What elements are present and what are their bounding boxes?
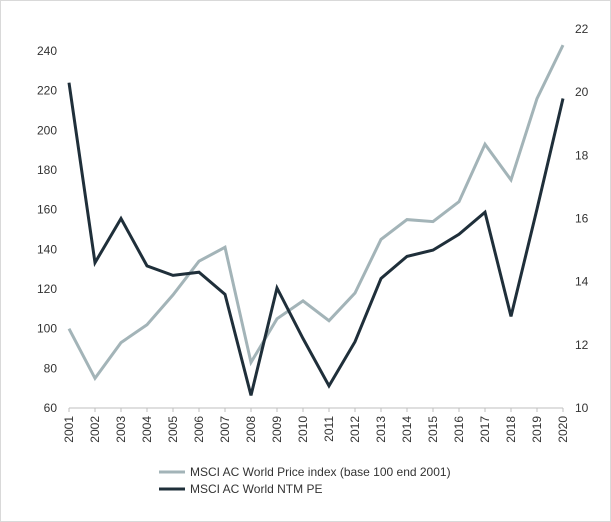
left-axis: 60 80 100 120 140 160 180 200 220 240 [37, 44, 57, 415]
left-tick-label: 100 [37, 322, 57, 336]
left-tick-label: 140 [37, 242, 57, 256]
x-tick-label: 2010 [296, 416, 310, 443]
legend-label-1: MSCI AC World Price index (base 100 end … [190, 465, 451, 479]
x-tick-label: 2009 [270, 416, 284, 443]
series-layer [67, 44, 565, 396]
left-tick-label: 220 [37, 84, 57, 98]
x-tick-label: 2003 [114, 416, 128, 443]
x-tick-label: 2013 [374, 416, 388, 443]
x-tick-label: 2004 [140, 416, 154, 443]
x-tick-label: 2011 [322, 416, 336, 442]
x-axis: 2001 2002 2003 2004 2005 2006 2007 2008 2009 2010… [62, 408, 570, 443]
left-tick-label: 80 [44, 361, 58, 375]
right-tick-label: 16 [575, 212, 589, 226]
right-axis: 10 12 14 16 18 20 22 [575, 22, 589, 415]
x-tick-label: 2018 [504, 416, 518, 443]
x-tick-label: 2012 [348, 416, 362, 443]
left-tick-label: 240 [37, 44, 57, 58]
x-tick-label: 2015 [426, 416, 440, 443]
legend-label-2: MSCI AC World NTM PE [190, 482, 322, 496]
left-tick-label: 60 [44, 401, 58, 415]
right-tick-label: 22 [575, 22, 589, 36]
legend: MSCI AC World Price index (base 100 end … [159, 465, 451, 496]
left-tick-label: 180 [37, 163, 57, 177]
x-tick-label: 2017 [478, 416, 492, 443]
right-tick-label: 20 [575, 85, 589, 99]
right-tick-label: 10 [575, 401, 589, 415]
left-tick-label: 160 [37, 203, 57, 217]
x-tick-label: 2001 [62, 416, 76, 443]
x-tick-label: 2016 [452, 416, 466, 443]
x-tick-label: 2002 [88, 416, 102, 443]
x-tick-label: 2020 [556, 416, 570, 443]
x-tick-label: 2006 [192, 416, 206, 443]
x-tick-label: 2014 [400, 416, 414, 443]
x-tick-label: 2019 [530, 416, 544, 443]
right-tick-label: 12 [575, 338, 589, 352]
left-tick-label: 120 [37, 282, 57, 296]
left-tick-label: 200 [37, 123, 57, 137]
x-tick-label: 2005 [166, 416, 180, 443]
x-tick-label: 2007 [218, 416, 232, 443]
x-tick-label: 2008 [244, 416, 258, 443]
series-line-2 [67, 82, 565, 396]
right-tick-label: 14 [575, 275, 589, 289]
series-line-1 [67, 44, 565, 382]
right-tick-label: 18 [575, 148, 589, 162]
